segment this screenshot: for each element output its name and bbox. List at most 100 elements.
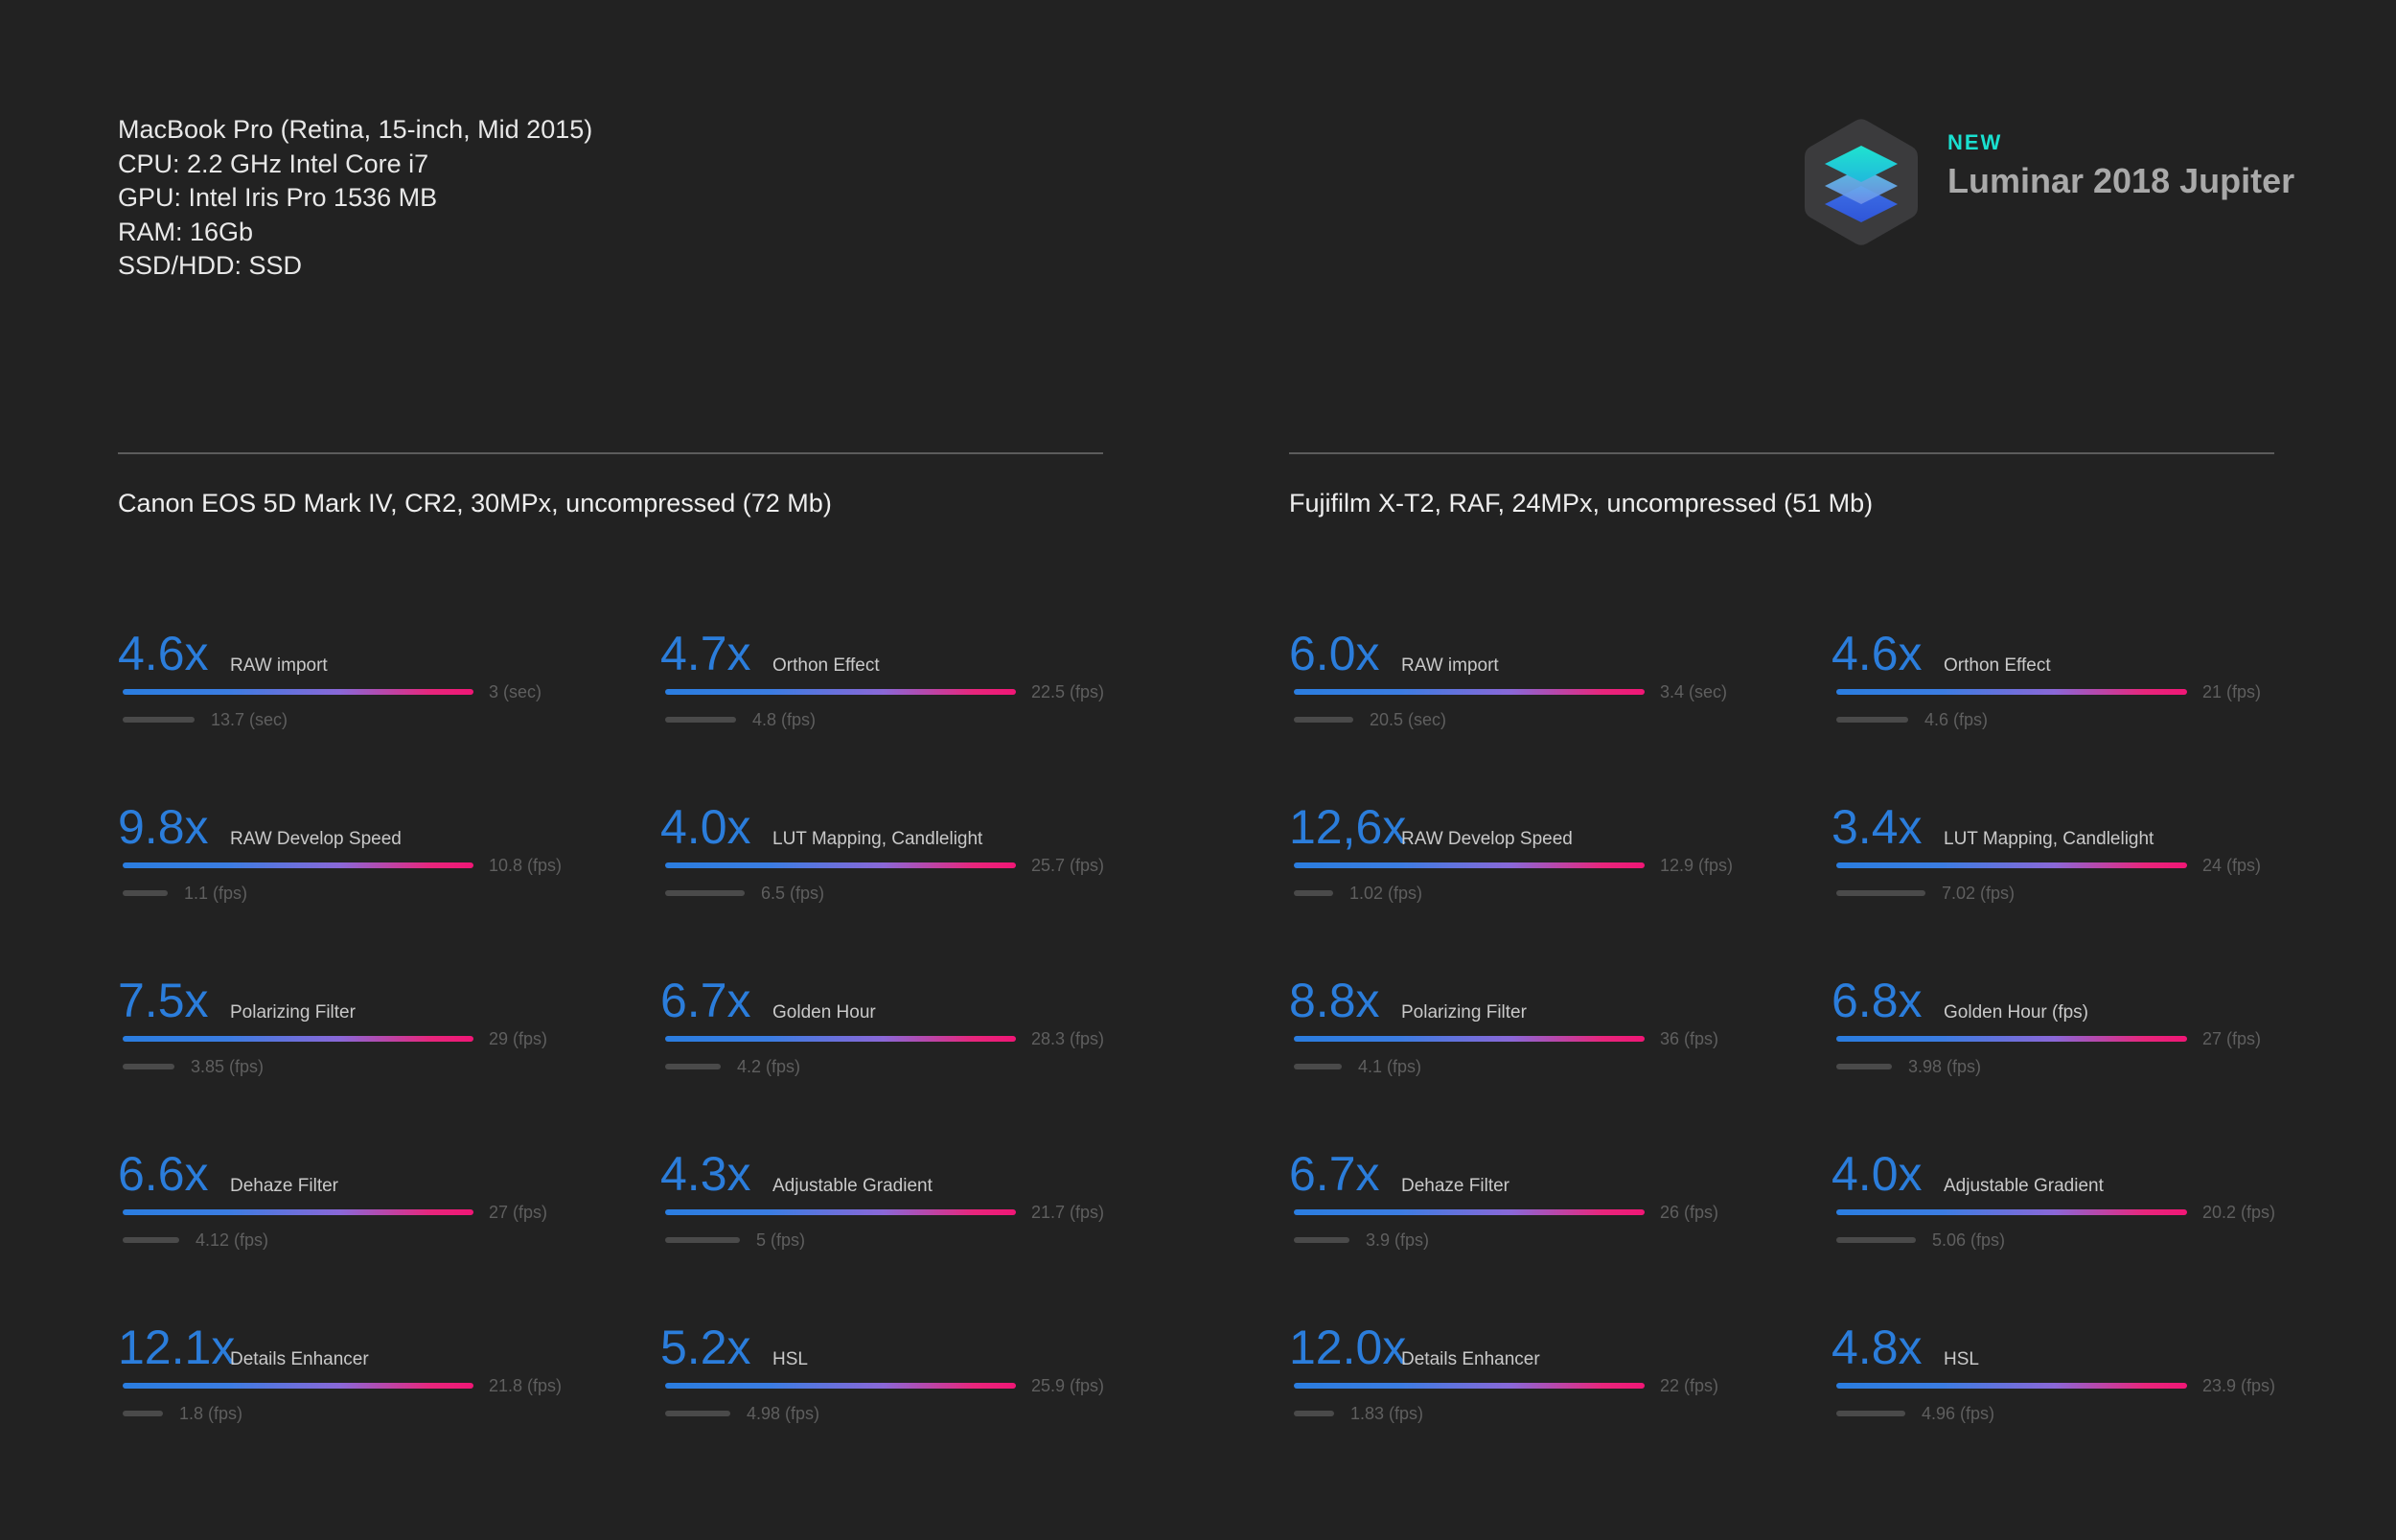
new-version-bar (665, 1209, 1016, 1215)
spec-cpu: CPU: 2.2 GHz Intel Core i7 (118, 149, 429, 178)
old-version-value: 13.7 (sec) (211, 710, 288, 729)
old-version-value: 1.1 (fps) (184, 884, 248, 903)
old-version-bar (665, 717, 736, 723)
new-version-bar (123, 862, 473, 868)
new-version-bar (665, 1383, 1016, 1389)
new-version-value: 26 (fps) (1660, 1203, 1719, 1222)
speedup-factor: 6.0x (1289, 627, 1380, 680)
old-version-value: 1.83 (fps) (1350, 1404, 1424, 1423)
panel-divider (1289, 452, 2274, 454)
old-version-bar (1294, 1237, 1349, 1243)
speedup-factor: 5.2x (660, 1321, 751, 1374)
old-version-value: 4.8 (fps) (752, 710, 817, 729)
metric-label: LUT Mapping, Candlelight (772, 829, 983, 849)
metric-label: Adjustable Gradient (772, 1176, 933, 1196)
brand-block: NEW Luminar 2018 Jupiter (1802, 113, 2338, 247)
metric-label: HSL (1944, 1349, 1979, 1369)
new-version-bar (665, 689, 1016, 695)
old-version-value: 4.2 (fps) (737, 1057, 801, 1076)
metric-item: 4.6x RAW import 3 (sec) 13.7 (sec) (118, 627, 616, 732)
old-version-bar (1294, 1411, 1334, 1416)
old-version-value: 3.85 (fps) (191, 1057, 265, 1076)
old-version-value: 1.8 (fps) (179, 1404, 243, 1423)
speedup-factor: 8.8x (1289, 974, 1380, 1027)
metric-label: Adjustable Gradient (1944, 1176, 2104, 1196)
new-version-value: 28.3 (fps) (1031, 1029, 1105, 1048)
metric-item: 8.8x Polarizing Filter 36 (fps) 4.1 (fps) (1289, 974, 1787, 1079)
panel-divider (118, 452, 1103, 454)
speedup-factor: 7.5x (118, 974, 209, 1027)
old-version-bar (1836, 1411, 1905, 1416)
old-version-value: 20.5 (sec) (1370, 710, 1447, 729)
speedup-factor: 6.7x (1289, 1147, 1380, 1201)
new-version-value: 23.9 (fps) (2202, 1376, 2276, 1395)
metric-label: Golden Hour (fps) (1944, 1002, 2089, 1023)
speedup-factor: 4.6x (118, 627, 209, 680)
old-version-value: 7.02 (fps) (1942, 884, 2016, 903)
metric-label: Polarizing Filter (1401, 1002, 1527, 1023)
old-version-value: 4.98 (fps) (747, 1404, 820, 1423)
old-version-value: 1.02 (fps) (1349, 884, 1423, 903)
luminar-logo-icon (1805, 119, 1918, 245)
new-version-value: 21.8 (fps) (489, 1376, 563, 1395)
speedup-factor: 6.7x (660, 974, 751, 1027)
old-version-bar (1294, 1064, 1342, 1069)
old-version-bar (1294, 890, 1333, 896)
fujifilm-panel: Fujifilm X-T2, RAF, 24MPx, uncompressed … (1289, 452, 2275, 1468)
speedup-factor: 4.0x (660, 800, 751, 854)
new-version-bar (1294, 1036, 1645, 1042)
old-version-bar (1836, 1237, 1916, 1243)
new-version-value: 22.5 (fps) (1031, 682, 1105, 701)
metric-item: 12,6x RAW Develop Speed 12.9 (fps) 1.02 (fp… (1289, 800, 1787, 906)
metric-item: 7.5x Polarizing Filter 29 (fps) 3.85 (fps) (118, 974, 616, 1079)
metric-label: HSL (772, 1349, 808, 1369)
new-version-bar (1294, 862, 1645, 868)
spec-gpu: GPU: Intel Iris Pro 1536 MB (118, 183, 438, 213)
speedup-factor: 12.0x (1289, 1321, 1407, 1374)
old-version-bar (1836, 890, 1925, 896)
metric-item: 3.4x LUT Mapping, Candlelight 24 (fps) 7.02… (1832, 800, 2330, 906)
old-version-bar (1836, 717, 1908, 723)
new-version-value: 12.9 (fps) (1660, 856, 1734, 875)
old-version-bar (123, 1237, 179, 1243)
new-version-bar (123, 1209, 473, 1215)
metric-item: 12.1x Details Enhancer 21.8 (fps) 1.8 (fps) (118, 1321, 616, 1426)
metric-item: 4.6x Orthon Effect 21 (fps) 4.6 (fps) (1832, 627, 2330, 732)
old-version-bar (665, 1064, 721, 1069)
panel-title: Canon EOS 5D Mark IV, CR2, 30MPx, uncomp… (118, 489, 832, 517)
new-version-bar (1836, 1036, 2187, 1042)
old-version-bar (665, 1411, 730, 1416)
metric-item: 6.7x Dehaze Filter 26 (fps) 3.9 (fps) (1289, 1147, 1787, 1253)
old-version-bar (665, 890, 745, 896)
new-version-bar (123, 1383, 473, 1389)
new-version-bar (1836, 1209, 2187, 1215)
metric-label: Dehaze Filter (230, 1176, 338, 1196)
speedup-factor: 6.6x (118, 1147, 209, 1201)
metric-item: 4.0x LUT Mapping, Candlelight 25.7 (fps) 6.… (660, 800, 1159, 906)
metric-label: RAW Develop Speed (1401, 829, 1573, 849)
new-version-bar (1294, 1209, 1645, 1215)
new-version-bar (1836, 1383, 2187, 1389)
speedup-factor: 4.3x (660, 1147, 751, 1201)
old-version-bar (123, 890, 168, 896)
new-version-value: 24 (fps) (2202, 856, 2262, 875)
old-version-bar (123, 717, 195, 723)
metric-item: 4.7x Orthon Effect 22.5 (fps) 4.8 (fps) (660, 627, 1159, 732)
speedup-factor: 3.4x (1832, 800, 1923, 854)
spec-ram: RAM: 16Gb (118, 217, 254, 246)
brand-new-tag: NEW (1947, 130, 2003, 154)
new-version-bar (665, 862, 1016, 868)
metric-item: 6.6x Dehaze Filter 27 (fps) 4.12 (fps) (118, 1147, 616, 1253)
metric-label: RAW import (1401, 655, 1499, 676)
speedup-factor: 12.1x (118, 1321, 236, 1374)
old-version-bar (123, 1064, 174, 1069)
old-version-value: 4.1 (fps) (1358, 1057, 1422, 1076)
metric-item: 4.8x HSL 23.9 (fps) 4.96 (fps) (1832, 1321, 2330, 1426)
new-version-value: 27 (fps) (489, 1203, 548, 1222)
metric-item: 6.8x Golden Hour (fps) 27 (fps) 3.98 (fps) (1832, 974, 2330, 1079)
brand-product-name: Luminar 2018 Jupiter (1947, 161, 2295, 200)
new-version-value: 25.7 (fps) (1031, 856, 1105, 875)
new-version-value: 22 (fps) (1660, 1376, 1719, 1395)
old-version-value: 3.9 (fps) (1366, 1230, 1430, 1250)
new-version-value: 36 (fps) (1660, 1029, 1719, 1048)
